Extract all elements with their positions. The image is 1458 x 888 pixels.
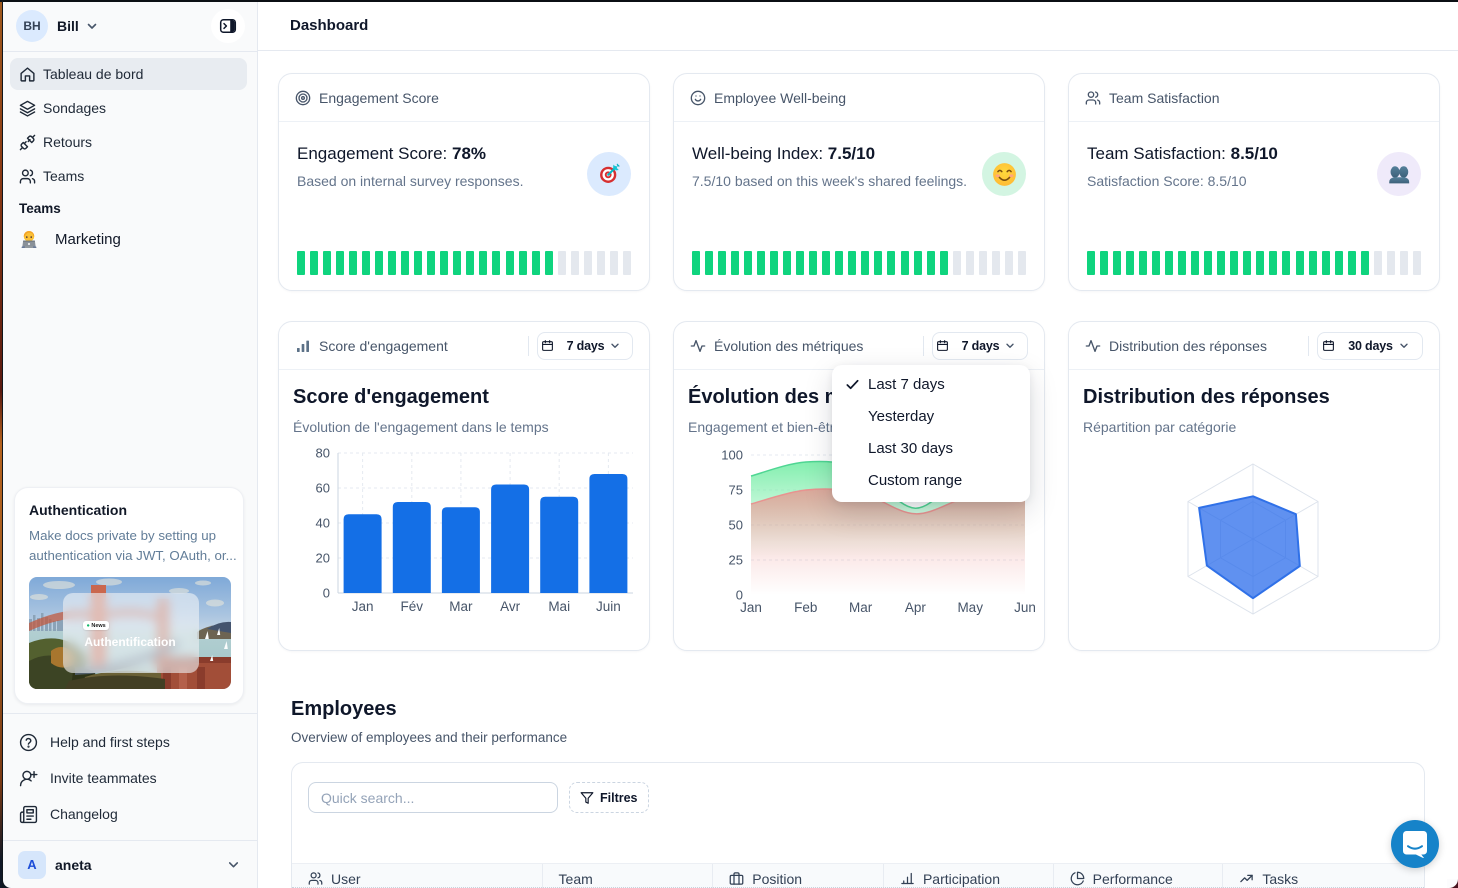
svg-text:Apr: Apr (905, 600, 927, 615)
svg-text:Fév: Fév (401, 599, 424, 614)
svg-text:60: 60 (316, 481, 330, 496)
svg-text:75: 75 (729, 483, 743, 498)
svg-text:Jun: Jun (1014, 600, 1036, 615)
svg-text:Feb: Feb (794, 600, 817, 615)
svg-text:Avr: Avr (500, 599, 521, 614)
svg-text:20: 20 (316, 551, 330, 566)
svg-text:Mar: Mar (449, 599, 473, 614)
svg-text:Jan: Jan (740, 600, 762, 615)
svg-text:25: 25 (729, 553, 743, 568)
svg-text:May: May (957, 600, 983, 615)
svg-text:0: 0 (736, 588, 743, 603)
svg-text:80: 80 (316, 446, 330, 461)
svg-text:Mai: Mai (548, 599, 570, 614)
svg-text:Mar: Mar (849, 600, 873, 615)
svg-text:Juin: Juin (596, 599, 621, 614)
svg-text:Jan: Jan (352, 599, 374, 614)
svg-text:100: 100 (721, 448, 743, 463)
svg-text:40: 40 (316, 516, 330, 531)
svg-text:0: 0 (323, 586, 330, 601)
svg-text:50: 50 (729, 518, 743, 533)
